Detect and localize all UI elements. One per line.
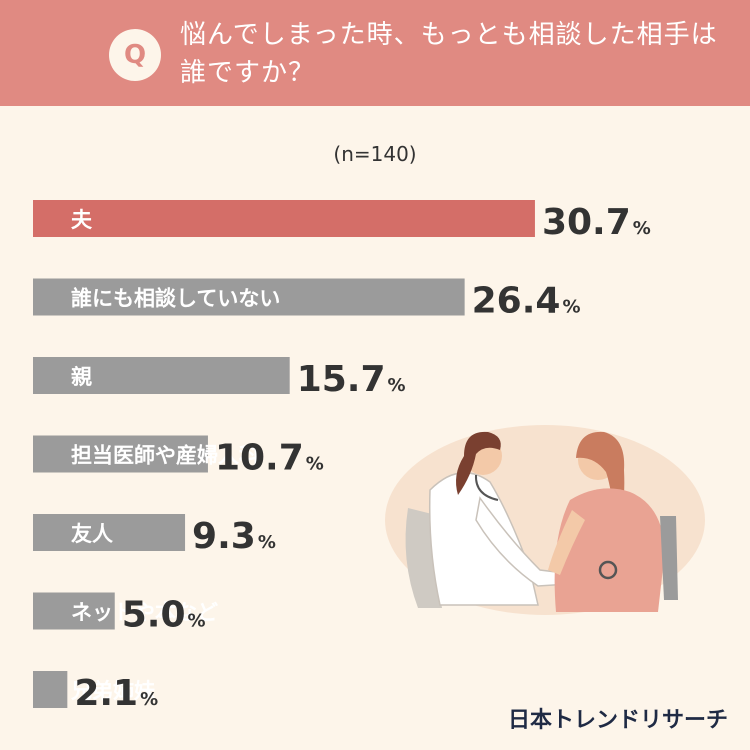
bar xyxy=(33,200,535,237)
bar-label: 誰にも相談していない xyxy=(71,287,280,311)
bar xyxy=(33,514,186,551)
bar-group: 親 15.7% xyxy=(33,357,406,400)
value-label: 9.3% xyxy=(192,516,276,557)
bar-group: 誰にも相談していない 26.4% xyxy=(33,278,581,322)
value-label: 5.0% xyxy=(122,595,206,636)
bar-label: 親 xyxy=(71,365,92,389)
bar xyxy=(33,435,208,473)
bar-label: 兄弟姉妹 xyxy=(70,679,156,703)
bar-label: 夫 xyxy=(71,208,93,232)
doctor-patient-illustration xyxy=(385,425,705,615)
bar-label: 友人 xyxy=(71,522,113,546)
value-label: 30.7% xyxy=(542,202,651,243)
value-label: 26.4% xyxy=(472,281,581,322)
bar-group: 友人 9.3% xyxy=(33,514,276,557)
question-header: Q 悩んでしまった時、もっとも相談した相手は誰ですか？ xyxy=(0,0,750,106)
q-badge: Q xyxy=(109,29,161,81)
sample-size: (n=140) xyxy=(333,142,417,166)
bar-group: 夫 30.7% xyxy=(33,200,651,243)
bar xyxy=(33,671,68,708)
bar xyxy=(33,278,465,316)
bar xyxy=(33,592,115,630)
question-text: 悩んでしまった時、もっとも相談した相手は誰ですか？ xyxy=(180,20,718,88)
value-label: 15.7% xyxy=(297,359,406,400)
value-label: 10.7% xyxy=(215,438,324,479)
bar-label: ネットや本など xyxy=(71,601,218,625)
bar xyxy=(33,357,290,394)
brand-logo: 日本トレンドリサーチ xyxy=(507,708,728,733)
value-label: 2.1% xyxy=(74,673,158,714)
bar-label: 担当医師や産婦人科 xyxy=(71,444,260,468)
